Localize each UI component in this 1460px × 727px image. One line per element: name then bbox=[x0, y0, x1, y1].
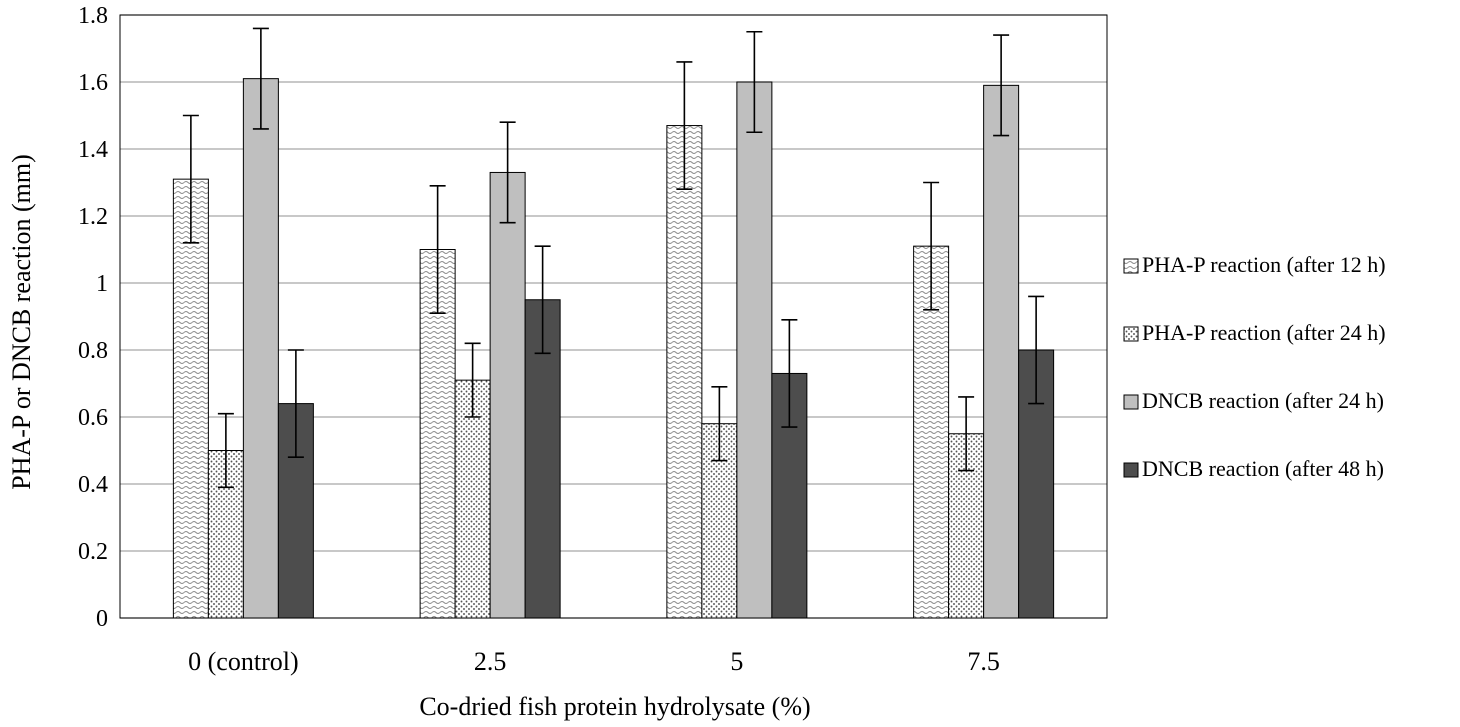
legend-label: DNCB reaction (after 24 h) bbox=[1142, 388, 1384, 413]
x-tick-label: 5 bbox=[730, 647, 743, 676]
y-tick-label: 1 bbox=[96, 271, 108, 297]
legend: PHA-P reaction (after 12 h) PHA-P reactio… bbox=[1123, 252, 1386, 481]
legend-swatch bbox=[1123, 462, 1139, 478]
bar-lightgray bbox=[489, 171, 526, 619]
bar-dots bbox=[454, 379, 491, 619]
x-axis-title: Co-dried fish protein hydrolysate (%) bbox=[419, 692, 810, 721]
bar-lightgray bbox=[242, 78, 279, 619]
x-tick-label: 7.5 bbox=[967, 647, 1000, 676]
y-tick-label: 0.6 bbox=[78, 405, 108, 431]
legend-label: PHA-P reaction (after 24 h) bbox=[1142, 320, 1386, 345]
legend-label: PHA-P reaction (after 12 h) bbox=[1142, 252, 1386, 277]
legend-swatch bbox=[1123, 326, 1139, 342]
y-tick-label: 0.4 bbox=[78, 472, 108, 498]
y-tick-label: 0.8 bbox=[78, 338, 108, 364]
x-tick-labels: 0 (control) 2.5 5 7.5 bbox=[188, 647, 1000, 676]
legend-label: DNCB reaction (after 48 h) bbox=[1142, 456, 1384, 481]
legend-swatch bbox=[1123, 258, 1139, 274]
legend-item: PHA-P reaction (after 12 h) bbox=[1123, 252, 1386, 277]
y-axis-title: PHA-P or DNCB reaction (mm) bbox=[7, 154, 36, 490]
x-tick-label: 2.5 bbox=[474, 647, 507, 676]
y-tick-label: 1.4 bbox=[78, 137, 108, 163]
bar-lightgray bbox=[983, 84, 1020, 619]
y-tick-label: 1.6 bbox=[78, 70, 108, 96]
y-tick-label: 1.2 bbox=[78, 204, 108, 230]
bars bbox=[172, 78, 1055, 619]
error-bars bbox=[182, 27, 1045, 489]
x-tick-label: 0 (control) bbox=[188, 647, 298, 676]
legend-swatch bbox=[1123, 394, 1139, 410]
y-tick-label: 0 bbox=[96, 606, 108, 632]
y-tick-label: 1.8 bbox=[78, 3, 108, 29]
bar-lightgray bbox=[736, 81, 773, 619]
bar-wave bbox=[172, 178, 209, 619]
legend-item: DNCB reaction (after 48 h) bbox=[1123, 456, 1384, 481]
bar-wave bbox=[666, 125, 703, 619]
legend-item: DNCB reaction (after 24 h) bbox=[1123, 388, 1384, 413]
legend-item: PHA-P reaction (after 24 h) bbox=[1123, 320, 1386, 345]
y-tick-label: 0.2 bbox=[78, 539, 108, 565]
y-tick-labels: 0 0.2 0.4 0.6 0.8 1 1.2 1.4 1.6 1.8 bbox=[78, 3, 108, 632]
plot-area-border bbox=[119, 14, 1108, 619]
